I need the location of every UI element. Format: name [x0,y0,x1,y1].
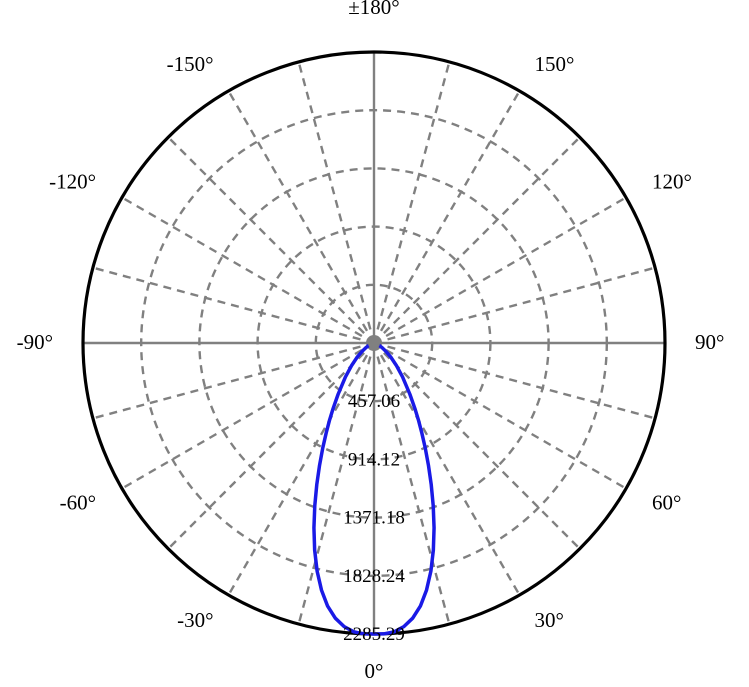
ring-label: 1828.24 [343,566,405,587]
angle-label: 60° [652,491,681,515]
ring-label: 2285.29 [343,624,405,645]
angle-label: 0° [365,659,384,683]
polar-chart: 457.06 914.12 1371.18 1828.24 2285.29 0° 30° 60… [0,0,749,687]
ring-label: 1371.18 [343,508,405,529]
angle-label: -150° [167,52,214,76]
angle-label: 150° [535,52,575,76]
angle-label: -30° [177,608,213,632]
angle-label: -60° [60,491,96,515]
angle-label: 90° [695,330,724,354]
ring-label: 457.06 [348,391,400,412]
angle-label: 120° [652,170,692,194]
ring-label: 914.12 [348,449,400,470]
angle-label: -120° [49,170,96,194]
angle-label: 30° [535,608,564,632]
center-dot [368,337,380,349]
angle-label: -90° [17,330,53,354]
angle-label: ±180° [348,0,399,19]
